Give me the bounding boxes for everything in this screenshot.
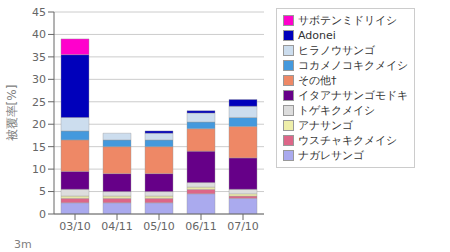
html-text:Adonei: Adonei	[298, 29, 336, 42]
svg-text:35: 35	[32, 51, 46, 64]
svg-text:15: 15	[32, 141, 46, 154]
html-text:ナガレサンゴ: ナガレサンゴ	[298, 149, 364, 162]
html-text:サボテンミドリイシ: サボテンミドリイシ	[298, 14, 397, 27]
svg-text:3m: 3m	[14, 238, 32, 251]
svg-text:被覆率[%]: 被覆率[%]	[8, 85, 19, 142]
svg-text:03/10: 03/10	[59, 220, 91, 233]
svg-text:0: 0	[39, 208, 46, 221]
svg-text:25: 25	[32, 96, 46, 109]
svg-text:10: 10	[32, 163, 46, 176]
html-text:その他†: その他†	[298, 74, 337, 87]
html-text:イタアナサンゴモドキ: イタアナサンゴモドキ	[298, 89, 408, 102]
svg-text:40: 40	[32, 28, 46, 41]
html-text:ヒラノウサンゴ: ヒラノウサンゴ	[298, 44, 375, 57]
svg-text:20: 20	[32, 118, 46, 131]
svg-text:30: 30	[32, 73, 46, 86]
svg-text:06/11: 06/11	[185, 220, 217, 233]
svg-text:5: 5	[39, 185, 46, 198]
svg-text:05/10: 05/10	[143, 220, 175, 233]
html-text:トゲキクメイシ: トゲキクメイシ	[298, 104, 375, 117]
svg-text:45: 45	[32, 6, 46, 19]
svg-text:07/10: 07/10	[227, 220, 259, 233]
svg-text:04/11: 04/11	[101, 220, 133, 233]
html-text:コカメノコキクメイシ: コカメノコキクメイシ	[298, 59, 408, 72]
html-text:アナサンゴ: アナサンゴ	[298, 119, 353, 132]
html-text:ウスチャキクメイシ: ウスチャキクメイシ	[298, 134, 397, 147]
